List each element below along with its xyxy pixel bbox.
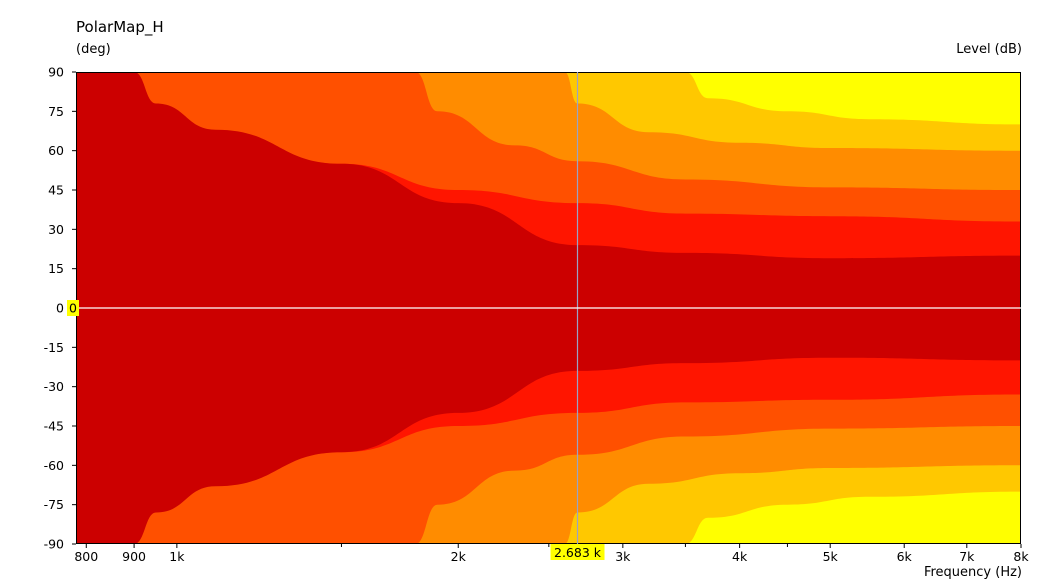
x-tick-label: 8k	[1013, 549, 1029, 564]
x-tick-label: 900	[122, 549, 146, 564]
x-tick-label: 3k	[615, 549, 631, 564]
cursor-y-readout-text: 0	[69, 301, 77, 316]
y-tick-label: -90	[44, 537, 64, 552]
x-tick-label: 6k	[897, 549, 913, 564]
y-tick-label: -75	[44, 497, 64, 512]
y-tick-label: 30	[48, 222, 64, 237]
cursor-x-readout-bg	[550, 544, 605, 560]
y-tick-label: 0	[56, 301, 64, 316]
y-tick-label: 15	[48, 261, 64, 276]
y-axis-unit: (deg)	[76, 42, 111, 57]
x-tick-label: 7k	[959, 549, 975, 564]
y-tick-label: 60	[48, 143, 64, 158]
y-tick-label: 90	[48, 65, 64, 80]
x-axis-label: Frequency (Hz)	[923, 565, 1022, 580]
cursor-x-readout: 2.683 k	[550, 544, 605, 560]
y-tick-label: -15	[44, 340, 64, 355]
y-tick-label: -45	[44, 419, 64, 434]
cursor-y-readout-bg	[67, 300, 79, 316]
x-tick-label: 5k	[823, 549, 839, 564]
cursor-crosshair: 2.683 k 0	[67, 72, 1021, 560]
chart-title: PolarMap_H	[76, 18, 164, 36]
x-tick-label: 4k	[732, 549, 748, 564]
y-tick-label: 45	[48, 183, 64, 198]
y-axis: 90 75 60 45 30 15 0 -15 -30 -45 -60 -75 -90	[44, 65, 76, 552]
x-tick-label: 1k	[169, 549, 185, 564]
y-tick-label: 75	[48, 104, 64, 119]
x-axis: 800 900 1k 2k 3k 4k 5k 6k 7k 8k	[74, 544, 1029, 564]
x-tick-label: 800	[74, 549, 98, 564]
x-tick-label: 2k	[451, 549, 467, 564]
level-axis-label: Level (dB)	[956, 42, 1022, 57]
cursor-y-readout: 0	[67, 300, 79, 316]
y-tick-label: -60	[44, 458, 64, 473]
y-tick-label: -30	[44, 379, 64, 394]
cursor-x-readout-text: 2.683 k	[554, 545, 602, 560]
